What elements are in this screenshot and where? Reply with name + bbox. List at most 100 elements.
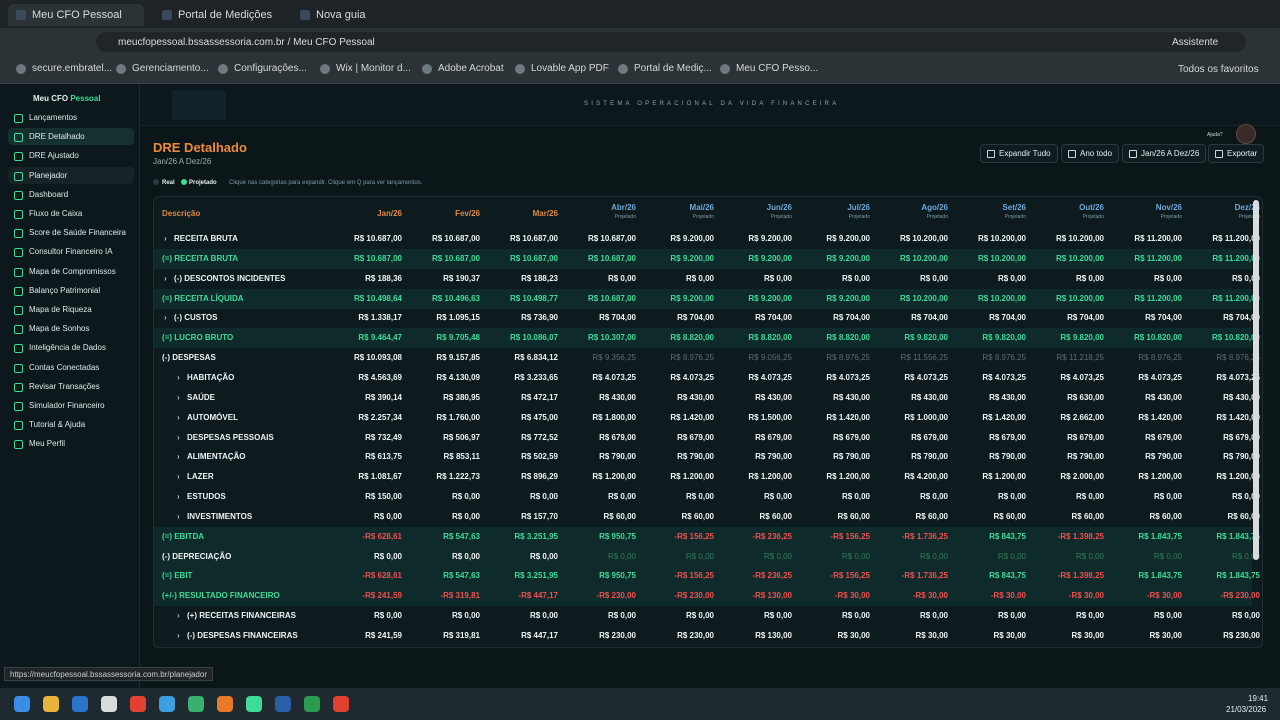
- sidebar-item[interactable]: Planejador: [8, 166, 134, 184]
- taskbar-icon[interactable]: [246, 696, 262, 712]
- table-cell: R$ 790,00: [677, 452, 714, 462]
- table-cell: -R$ 236,25: [752, 571, 792, 581]
- row-label[interactable]: (-) DESPESAS FINANCEIRAS: [177, 626, 298, 646]
- table-cell: R$ 0,00: [919, 273, 948, 283]
- sidebar-item[interactable]: DRE Detalhado: [8, 128, 134, 146]
- table-cell: R$ 704,00: [833, 313, 870, 323]
- taskbar-icon[interactable]: [130, 696, 146, 712]
- assistant-button[interactable]: Assistente: [1172, 37, 1219, 48]
- bookmark[interactable]: Meu CFO Pesso...: [720, 63, 818, 74]
- table-cell: R$ 506,97: [443, 432, 480, 442]
- table-cell: R$ 790,00: [833, 452, 870, 462]
- table-cell: R$ 704,00: [1067, 313, 1104, 323]
- table-cell: R$ 430,00: [989, 392, 1026, 402]
- sidebar-item[interactable]: Revisar Transações: [8, 378, 134, 395]
- table-cell: R$ 230,00: [599, 631, 636, 640]
- sidebar-item[interactable]: Balanço Patrimonial: [8, 282, 134, 299]
- toolbar-button[interactable]: Exportar: [1208, 144, 1265, 163]
- row-label[interactable]: DESPESAS PESSOAIS: [177, 428, 274, 448]
- legend-projected: Projetado: [189, 180, 217, 186]
- all-bookmarks[interactable]: Todos os favoritos: [1178, 64, 1259, 75]
- table-cell: R$ 11.200,00: [1134, 234, 1182, 243]
- table-cell: -R$ 230,00: [674, 591, 714, 601]
- toolbar-button[interactable]: Expandir Tudo: [980, 144, 1058, 163]
- row-label[interactable]: (-) CUSTOS: [164, 308, 218, 328]
- row-label[interactable]: RECEITA BRUTA: [164, 229, 238, 249]
- row-label[interactable]: HABITAÇÃO: [177, 368, 234, 388]
- browser-tab[interactable]: Meu CFO Pessoal: [8, 4, 144, 26]
- table-cell: R$ 8.820,00: [826, 333, 870, 343]
- taskbar-icon[interactable]: [333, 696, 349, 712]
- taskbar-icon[interactable]: [217, 696, 233, 712]
- sidebar-item[interactable]: Inteligência de Dados: [8, 339, 134, 356]
- sidebar-item[interactable]: Simulador Financeiro: [8, 397, 134, 414]
- row-label[interactable]: AUTOMÓVEL: [177, 408, 238, 428]
- scrollbar[interactable]: [1253, 200, 1259, 560]
- sidebar-item[interactable]: Mapa de Compromissos: [8, 263, 134, 280]
- bookmark[interactable]: Wix | Monitor d...: [320, 63, 411, 74]
- sidebar-item[interactable]: DRE Ajustado: [8, 147, 134, 164]
- taskbar-icon[interactable]: [72, 696, 88, 712]
- taskbar-icon[interactable]: [188, 696, 204, 712]
- table-cell: R$ 0,00: [607, 492, 636, 502]
- sidebar-item[interactable]: Contas Conectadas: [8, 359, 134, 376]
- table-cell: R$ 60,00: [1149, 511, 1182, 521]
- table-cell: R$ 6.834,12: [514, 353, 558, 363]
- month-header: Fev/26: [455, 209, 480, 218]
- taskbar-icon[interactable]: [101, 696, 117, 712]
- table-cell: R$ 10.687,00: [587, 293, 636, 303]
- sidebar-item[interactable]: Score de Saúde Financeira: [8, 224, 134, 241]
- table-cell: R$ 0,00: [1231, 273, 1260, 283]
- sidebar-item[interactable]: Mapa de Riqueza: [8, 301, 134, 318]
- row-label[interactable]: SAÚDE: [177, 388, 215, 408]
- sidebar-item[interactable]: Meu Perfil: [8, 435, 134, 452]
- bookmark[interactable]: Portal de Mediç...: [618, 63, 712, 74]
- table-cell: R$ 9.356,25: [592, 353, 636, 363]
- row-label[interactable]: (+) RECEITAS FINANCEIRAS: [177, 606, 296, 626]
- table-cell: R$ 8.976,25: [1138, 353, 1182, 363]
- table-cell: R$ 8.976,25: [670, 353, 714, 363]
- table-cell: R$ 547,63: [443, 571, 480, 581]
- url-box[interactable]: [96, 32, 1246, 52]
- taskbar-icon[interactable]: [159, 696, 175, 712]
- bookmark[interactable]: Configurações...: [218, 63, 307, 74]
- url-text[interactable]: meucfopessoal.bssassessoria.com.br / Meu…: [118, 37, 375, 48]
- sidebar-item[interactable]: Fluxo de Caixa: [8, 205, 134, 222]
- legend-real: Real: [162, 180, 175, 186]
- taskbar-icon[interactable]: [43, 696, 59, 712]
- table-row: [154, 546, 1252, 567]
- taskbar-icon[interactable]: [14, 696, 30, 712]
- bookmark[interactable]: Gerenciamento...: [116, 63, 209, 74]
- row-label: (=) RECEITA BRUTA: [162, 253, 239, 263]
- row-label[interactable]: ESTUDOS: [177, 487, 226, 507]
- sidebar-item[interactable]: Dashboard: [8, 186, 134, 203]
- sidebar-item[interactable]: Tutorial & Ajuda: [8, 416, 134, 433]
- table-cell: R$ 60,00: [837, 511, 870, 521]
- sidebar-item[interactable]: Mapa de Sonhos: [8, 320, 134, 337]
- table-cell: R$ 0,00: [1231, 492, 1260, 502]
- table-cell: R$ 11.200,00: [1212, 293, 1260, 303]
- row-label[interactable]: LAZER: [177, 467, 214, 487]
- row-label[interactable]: (-) DESCONTOS INCIDENTES: [164, 269, 285, 289]
- browser-tab[interactable]: Portal de Medições: [154, 4, 272, 26]
- sidebar-item[interactable]: Consultor Financeiro IA: [8, 243, 134, 260]
- avatar[interactable]: [1236, 124, 1256, 144]
- row-label[interactable]: INVESTIMENTOS: [177, 507, 252, 527]
- table-cell: R$ 1.843,75: [1138, 531, 1182, 541]
- table-cell: R$ 679,00: [1145, 432, 1182, 442]
- row-label[interactable]: ALIMENTAÇÃO: [177, 447, 245, 467]
- bookmark[interactable]: secure.embratel...: [16, 63, 112, 74]
- taskbar-icon[interactable]: [275, 696, 291, 712]
- help-label[interactable]: Ajuda?: [1207, 132, 1223, 138]
- browser-tab[interactable]: Nova guia: [292, 4, 366, 26]
- taskbar-icon[interactable]: [304, 696, 320, 712]
- toolbar-button[interactable]: Ano todo: [1061, 144, 1120, 163]
- top-bar: [141, 84, 1280, 126]
- bookmark[interactable]: Adobe Acrobat: [422, 63, 504, 74]
- table-cell: R$ 9.820,00: [1060, 333, 1104, 343]
- table-cell: R$ 704,00: [677, 313, 714, 323]
- sidebar-item[interactable]: Lançamentos: [8, 109, 134, 126]
- bookmark[interactable]: Lovable App PDF: [515, 63, 609, 74]
- table-cell: R$ 10.687,00: [509, 234, 558, 243]
- toolbar-button[interactable]: Jan/26 A Dez/26: [1122, 144, 1207, 163]
